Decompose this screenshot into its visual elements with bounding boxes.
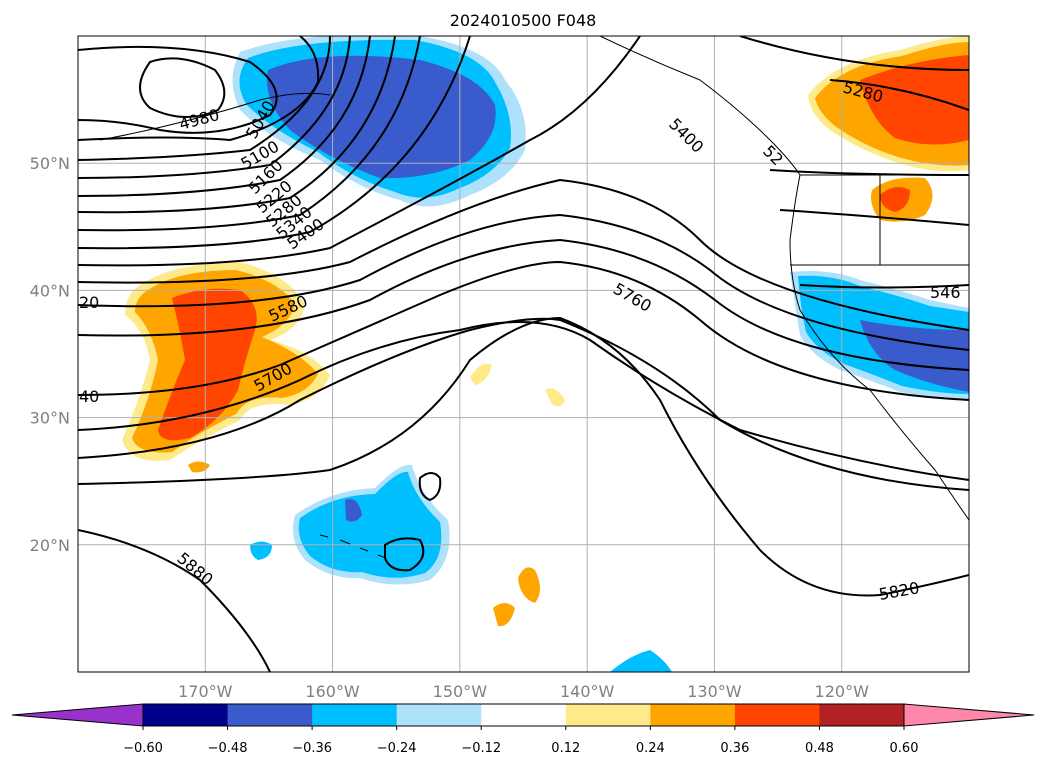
latitude-tick-label: 40°N bbox=[30, 281, 70, 300]
colorbar-segment bbox=[734, 704, 820, 726]
colorbar-tick-label: 0.48 bbox=[805, 741, 834, 756]
colorbar-segment bbox=[650, 704, 736, 726]
negative-anomaly-hawaii-core bbox=[345, 499, 362, 522]
negative-anomaly-small bbox=[250, 541, 272, 560]
contour-line-ne-4 bbox=[779, 209, 969, 226]
contour-line-13 bbox=[78, 260, 969, 401]
contour-line-08 bbox=[78, 36, 471, 250]
colorbar-tick-label: −0.48 bbox=[208, 741, 248, 756]
contour-line-02 bbox=[78, 36, 320, 142]
coastline-aleutians bbox=[99, 92, 331, 141]
longitude-tick-label: 170°W bbox=[178, 682, 233, 701]
colorbar-tick-label: 0.60 bbox=[890, 741, 919, 756]
positive-anomaly-blob-5 bbox=[188, 461, 210, 473]
longitude-labels: 170°W 160°W 150°W 140°W 130°W 120°W bbox=[178, 682, 869, 701]
colorbar-tick-label: −0.36 bbox=[292, 741, 332, 756]
colorbar-frame bbox=[142, 703, 905, 727]
colorbar-extend-high bbox=[903, 703, 1035, 727]
latitude-tick-label: 20°N bbox=[30, 536, 70, 555]
positive-anomaly-blob-4 bbox=[493, 603, 515, 627]
longitude-tick-label: 160°W bbox=[305, 682, 360, 701]
colorbar-tick-label: −0.12 bbox=[461, 741, 501, 756]
contour-label: 546 bbox=[930, 283, 961, 302]
contour-line-04 bbox=[78, 36, 351, 179]
coastline-north-america bbox=[789, 174, 969, 521]
contour-closed-hawaii bbox=[384, 537, 425, 572]
contour-line-15 bbox=[78, 317, 969, 491]
anomaly-shading bbox=[122, 36, 969, 672]
contour-line-10 bbox=[78, 178, 969, 331]
contour-line-06 bbox=[78, 36, 396, 214]
latitude-tick-label: 30°N bbox=[30, 409, 70, 428]
colorbar-tick-label: −0.60 bbox=[123, 741, 163, 756]
colorbar-tick-label: 0.12 bbox=[551, 741, 580, 756]
positive-anomaly-blob-2 bbox=[545, 388, 565, 407]
longitude-tick-label: 130°W bbox=[687, 682, 742, 701]
height-contours bbox=[78, 36, 969, 672]
contour-line-ne-2 bbox=[739, 36, 969, 71]
colorbar-tick-label: 0.24 bbox=[636, 741, 665, 756]
contour-label: 40 bbox=[79, 387, 99, 406]
coastline-hawaii-islands bbox=[319, 534, 387, 559]
contour-line-01 bbox=[78, 45, 278, 134]
contour-closed-small bbox=[418, 472, 442, 502]
positive-anomaly-west-core bbox=[158, 288, 257, 441]
contour-line-12 bbox=[78, 238, 969, 371]
contour-line-09 bbox=[78, 36, 641, 267]
negative-anomaly-north-core bbox=[266, 55, 496, 179]
colorbar-segment bbox=[227, 704, 313, 726]
contour-line-07 bbox=[78, 36, 421, 232]
colorbar-segment bbox=[819, 704, 905, 726]
contour-label: 20 bbox=[79, 293, 99, 312]
contour-line-11 bbox=[78, 213, 969, 351]
contour-line-05 bbox=[78, 36, 371, 197]
map-gridlines bbox=[78, 36, 969, 672]
latitude-labels: 50°N 40°N 30°N 20°N bbox=[30, 154, 70, 555]
coastline-alaska bbox=[599, 36, 801, 176]
latitude-tick-label: 50°N bbox=[30, 154, 70, 173]
colorbar: −0.60 −0.48 −0.36 −0.24 −0.12 0.12 0.24 0.36 0.4… bbox=[11, 703, 1035, 756]
positive-anomaly-blob-3 bbox=[518, 567, 540, 603]
positive-anomaly-idaho-core bbox=[880, 186, 910, 212]
colorbar-tick-label: 0.36 bbox=[720, 741, 749, 756]
colorbar-segment bbox=[312, 704, 398, 726]
colorbar-extend-low bbox=[11, 703, 144, 727]
negative-anomaly-south bbox=[610, 650, 672, 672]
longitude-tick-label: 140°W bbox=[560, 682, 615, 701]
map-frame bbox=[77, 35, 970, 673]
contour-line-5280-ne bbox=[829, 79, 969, 111]
longitude-tick-label: 120°W bbox=[815, 682, 870, 701]
map-panel: 4980 5040 5100 5160 5220 5280 5340 5400 … bbox=[78, 36, 969, 672]
colorbar-tick-label: −0.24 bbox=[377, 741, 417, 756]
negative-anomaly-hawaii-mid bbox=[298, 471, 442, 578]
contour-4980-low bbox=[139, 57, 226, 119]
contour-line-5880 bbox=[78, 529, 271, 672]
colorbar-segment bbox=[143, 704, 229, 726]
coastlines bbox=[99, 36, 969, 559]
positive-anomaly-blob-1 bbox=[470, 363, 492, 385]
positive-anomaly-northeast-core bbox=[860, 55, 969, 145]
colorbar-segment bbox=[565, 704, 651, 726]
figure-title: 2024010500 F048 bbox=[450, 11, 597, 30]
longitude-tick-label: 150°W bbox=[433, 682, 488, 701]
contour-line-03 bbox=[78, 36, 331, 161]
contour-line-16 bbox=[78, 316, 969, 597]
contour-line-546 bbox=[799, 284, 969, 289]
colorbar-segment bbox=[396, 704, 482, 726]
colorbar-segment bbox=[481, 704, 567, 726]
